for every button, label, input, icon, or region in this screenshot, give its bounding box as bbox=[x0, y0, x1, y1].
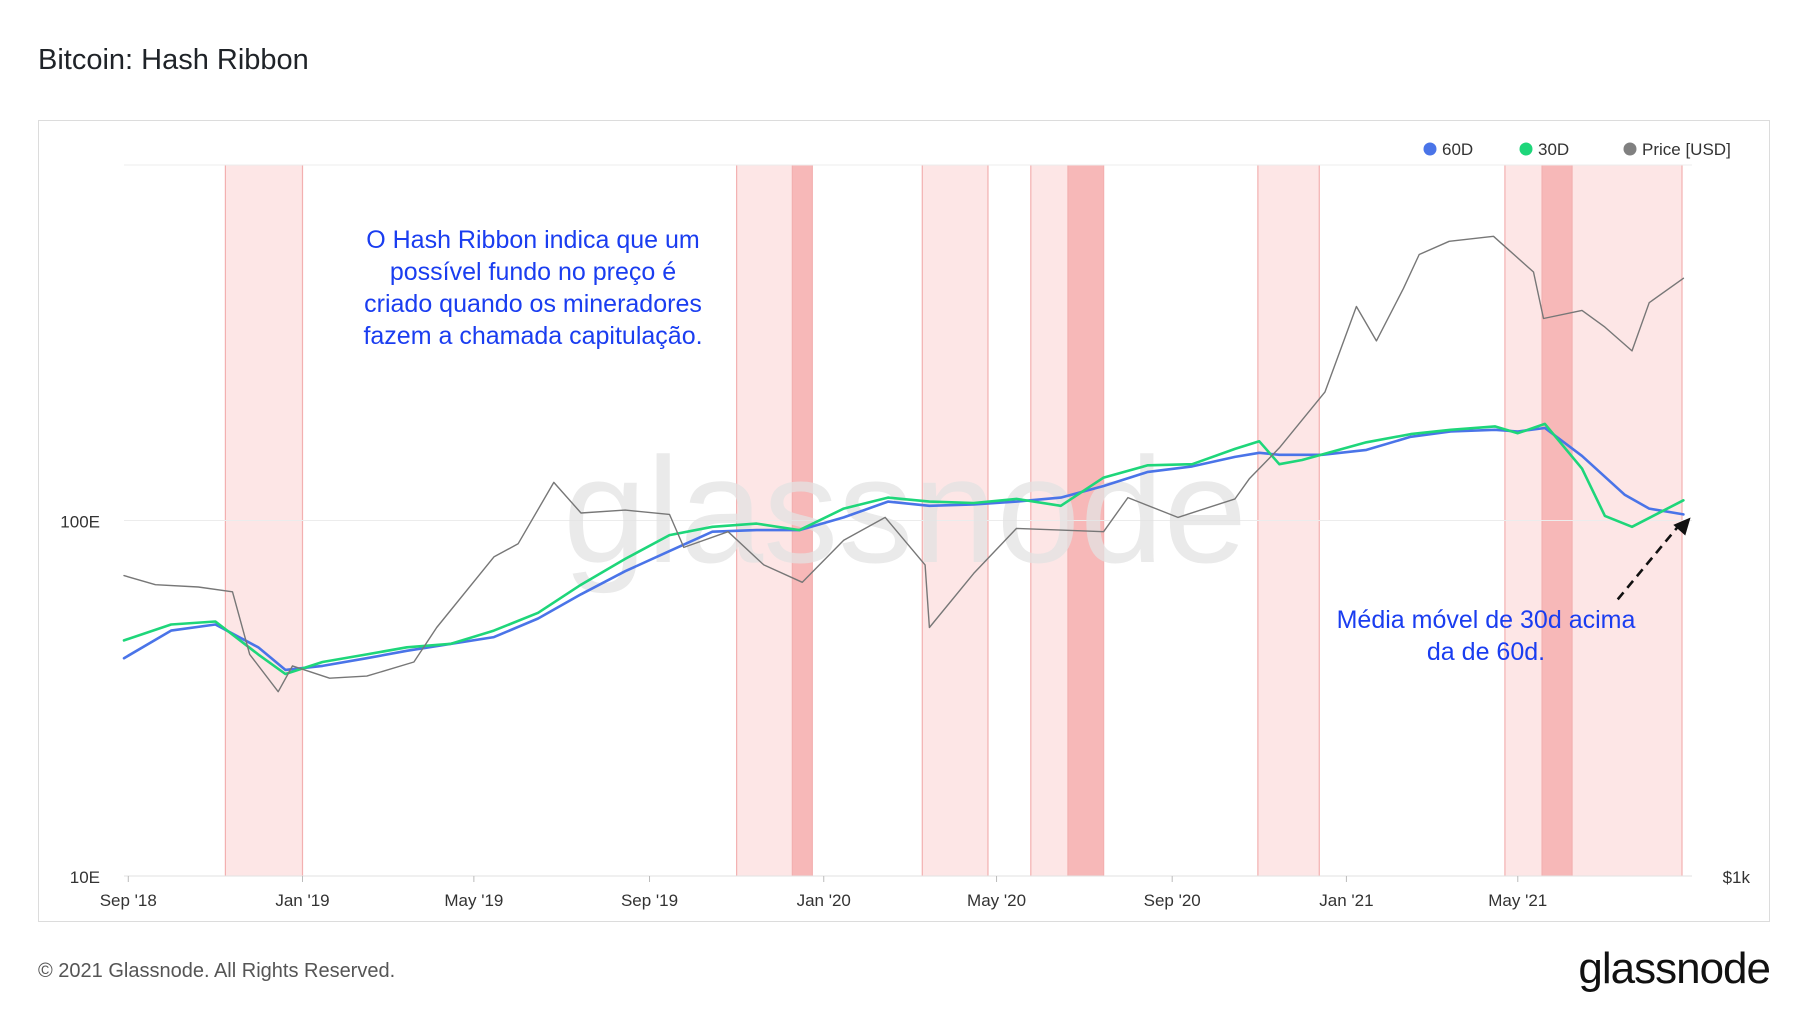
x-tick-label: Sep '18 bbox=[100, 891, 157, 910]
legend-marker bbox=[1623, 142, 1637, 156]
y-tick-label-right: $1k bbox=[1723, 868, 1751, 887]
arrow-head bbox=[1673, 517, 1691, 536]
glassnode-logo: glassnode bbox=[1578, 944, 1771, 993]
x-tick-label: Jan '20 bbox=[797, 891, 851, 910]
legend-marker bbox=[1423, 142, 1437, 156]
annotation-text: fazem a chamada capitulação. bbox=[363, 322, 702, 350]
x-tick-label: May '20 bbox=[967, 891, 1026, 910]
series-line-30d bbox=[122, 422, 1685, 676]
y-tick-label-left: 100E bbox=[60, 513, 100, 532]
annotation-text: criado quando os mineradores bbox=[364, 290, 702, 318]
y-tick-label-left: 10E bbox=[70, 868, 100, 887]
series-line-60d bbox=[122, 426, 1685, 672]
watermark: glassnode bbox=[563, 426, 1247, 594]
annotation-text: Média móvel de 30d acima bbox=[1337, 606, 1636, 634]
chart-title: Bitcoin: Hash Ribbon bbox=[38, 44, 309, 76]
legend-label: 60D bbox=[1442, 140, 1473, 159]
chart-frame bbox=[38, 120, 1770, 922]
x-tick-label: May '19 bbox=[444, 891, 503, 910]
annotation-text: da de 60d. bbox=[1427, 638, 1545, 666]
legend-label: Price [USD] bbox=[1642, 140, 1731, 159]
x-tick-label: May '21 bbox=[1488, 891, 1547, 910]
x-tick-label: Jan '19 bbox=[275, 891, 329, 910]
legend-label: 30D bbox=[1538, 140, 1569, 159]
annotation-text: possível fundo no preço é bbox=[390, 258, 676, 286]
arrow-shaft bbox=[1616, 522, 1682, 601]
x-tick-label: Sep '20 bbox=[1144, 891, 1201, 910]
copyright-footer: © 2021 Glassnode. All Rights Reserved. bbox=[38, 960, 396, 982]
x-tick-label: Sep '19 bbox=[621, 891, 678, 910]
x-tick-label: Jan '21 bbox=[1319, 891, 1373, 910]
legend-marker bbox=[1519, 142, 1533, 156]
series-line-price-usd bbox=[123, 235, 1685, 693]
annotation-text: O Hash Ribbon indica que um bbox=[366, 226, 700, 254]
